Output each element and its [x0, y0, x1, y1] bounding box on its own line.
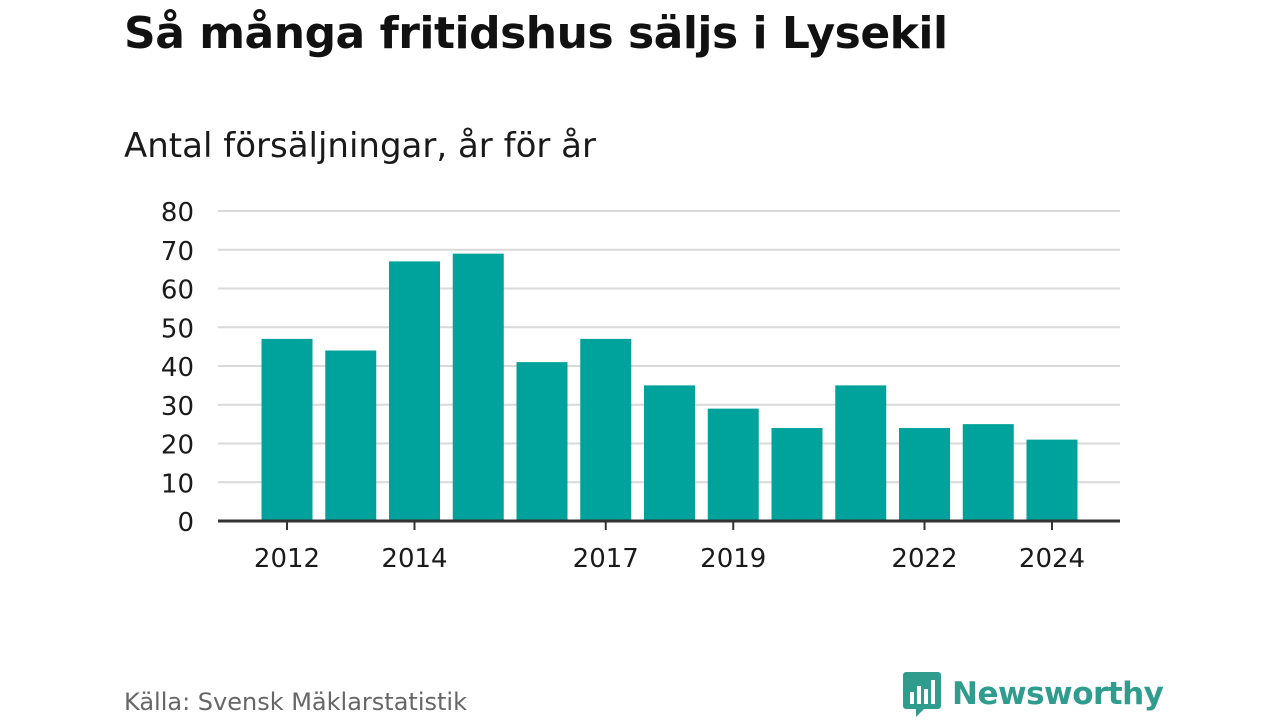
y-axis-labels: 0 10 20 30 40 50 60 70 80 — [161, 198, 194, 538]
bar-2014 — [389, 261, 440, 521]
bars — [261, 253, 1078, 521]
x-tick-label: 2024 — [1019, 544, 1085, 574]
bar-2020 — [771, 428, 823, 521]
x-tick-label: 2017 — [573, 544, 639, 574]
bar-2022 — [899, 428, 950, 521]
bar-2016 — [516, 362, 568, 521]
bar-2021 — [835, 385, 887, 521]
chart-subtitle: Antal försäljningar, år för år — [124, 126, 596, 166]
source-note: Källa: Svensk Mäklarstatistik — [124, 688, 467, 716]
brand-name: Newsworthy — [952, 676, 1164, 712]
y-tick-label: 0 — [177, 508, 194, 538]
brand-logo: Newsworthy — [902, 670, 1164, 718]
y-tick-label: 80 — [161, 198, 194, 228]
x-axis — [218, 519, 1120, 530]
bar-2012 — [261, 338, 313, 521]
bar-2018 — [644, 385, 695, 521]
y-tick-label: 40 — [161, 353, 194, 383]
x-tick-label: 2014 — [381, 544, 447, 574]
bar-2013 — [325, 350, 377, 521]
y-tick-label: 50 — [161, 314, 194, 344]
y-tick-label: 10 — [161, 469, 194, 499]
bar-2024 — [1026, 439, 1078, 521]
bar-2015 — [452, 253, 504, 521]
y-tick-label: 20 — [161, 431, 194, 461]
y-tick-label: 60 — [161, 276, 194, 306]
y-tick-label: 30 — [161, 392, 194, 422]
x-tick-label: 2022 — [891, 544, 957, 574]
x-axis-labels: 2012 2014 2017 2019 2022 2024 — [254, 544, 1085, 574]
y-tick-label: 70 — [161, 237, 194, 267]
x-tick-label: 2012 — [254, 544, 320, 574]
bar-chart-speech-bubble-icon — [903, 672, 941, 717]
bar-2017 — [580, 338, 632, 521]
x-tick-label: 2019 — [700, 544, 766, 574]
bar-2023 — [962, 424, 1014, 521]
chart-title: Så många fritidshus säljs i Lysekil — [124, 8, 948, 59]
bar-2019 — [707, 408, 759, 521]
